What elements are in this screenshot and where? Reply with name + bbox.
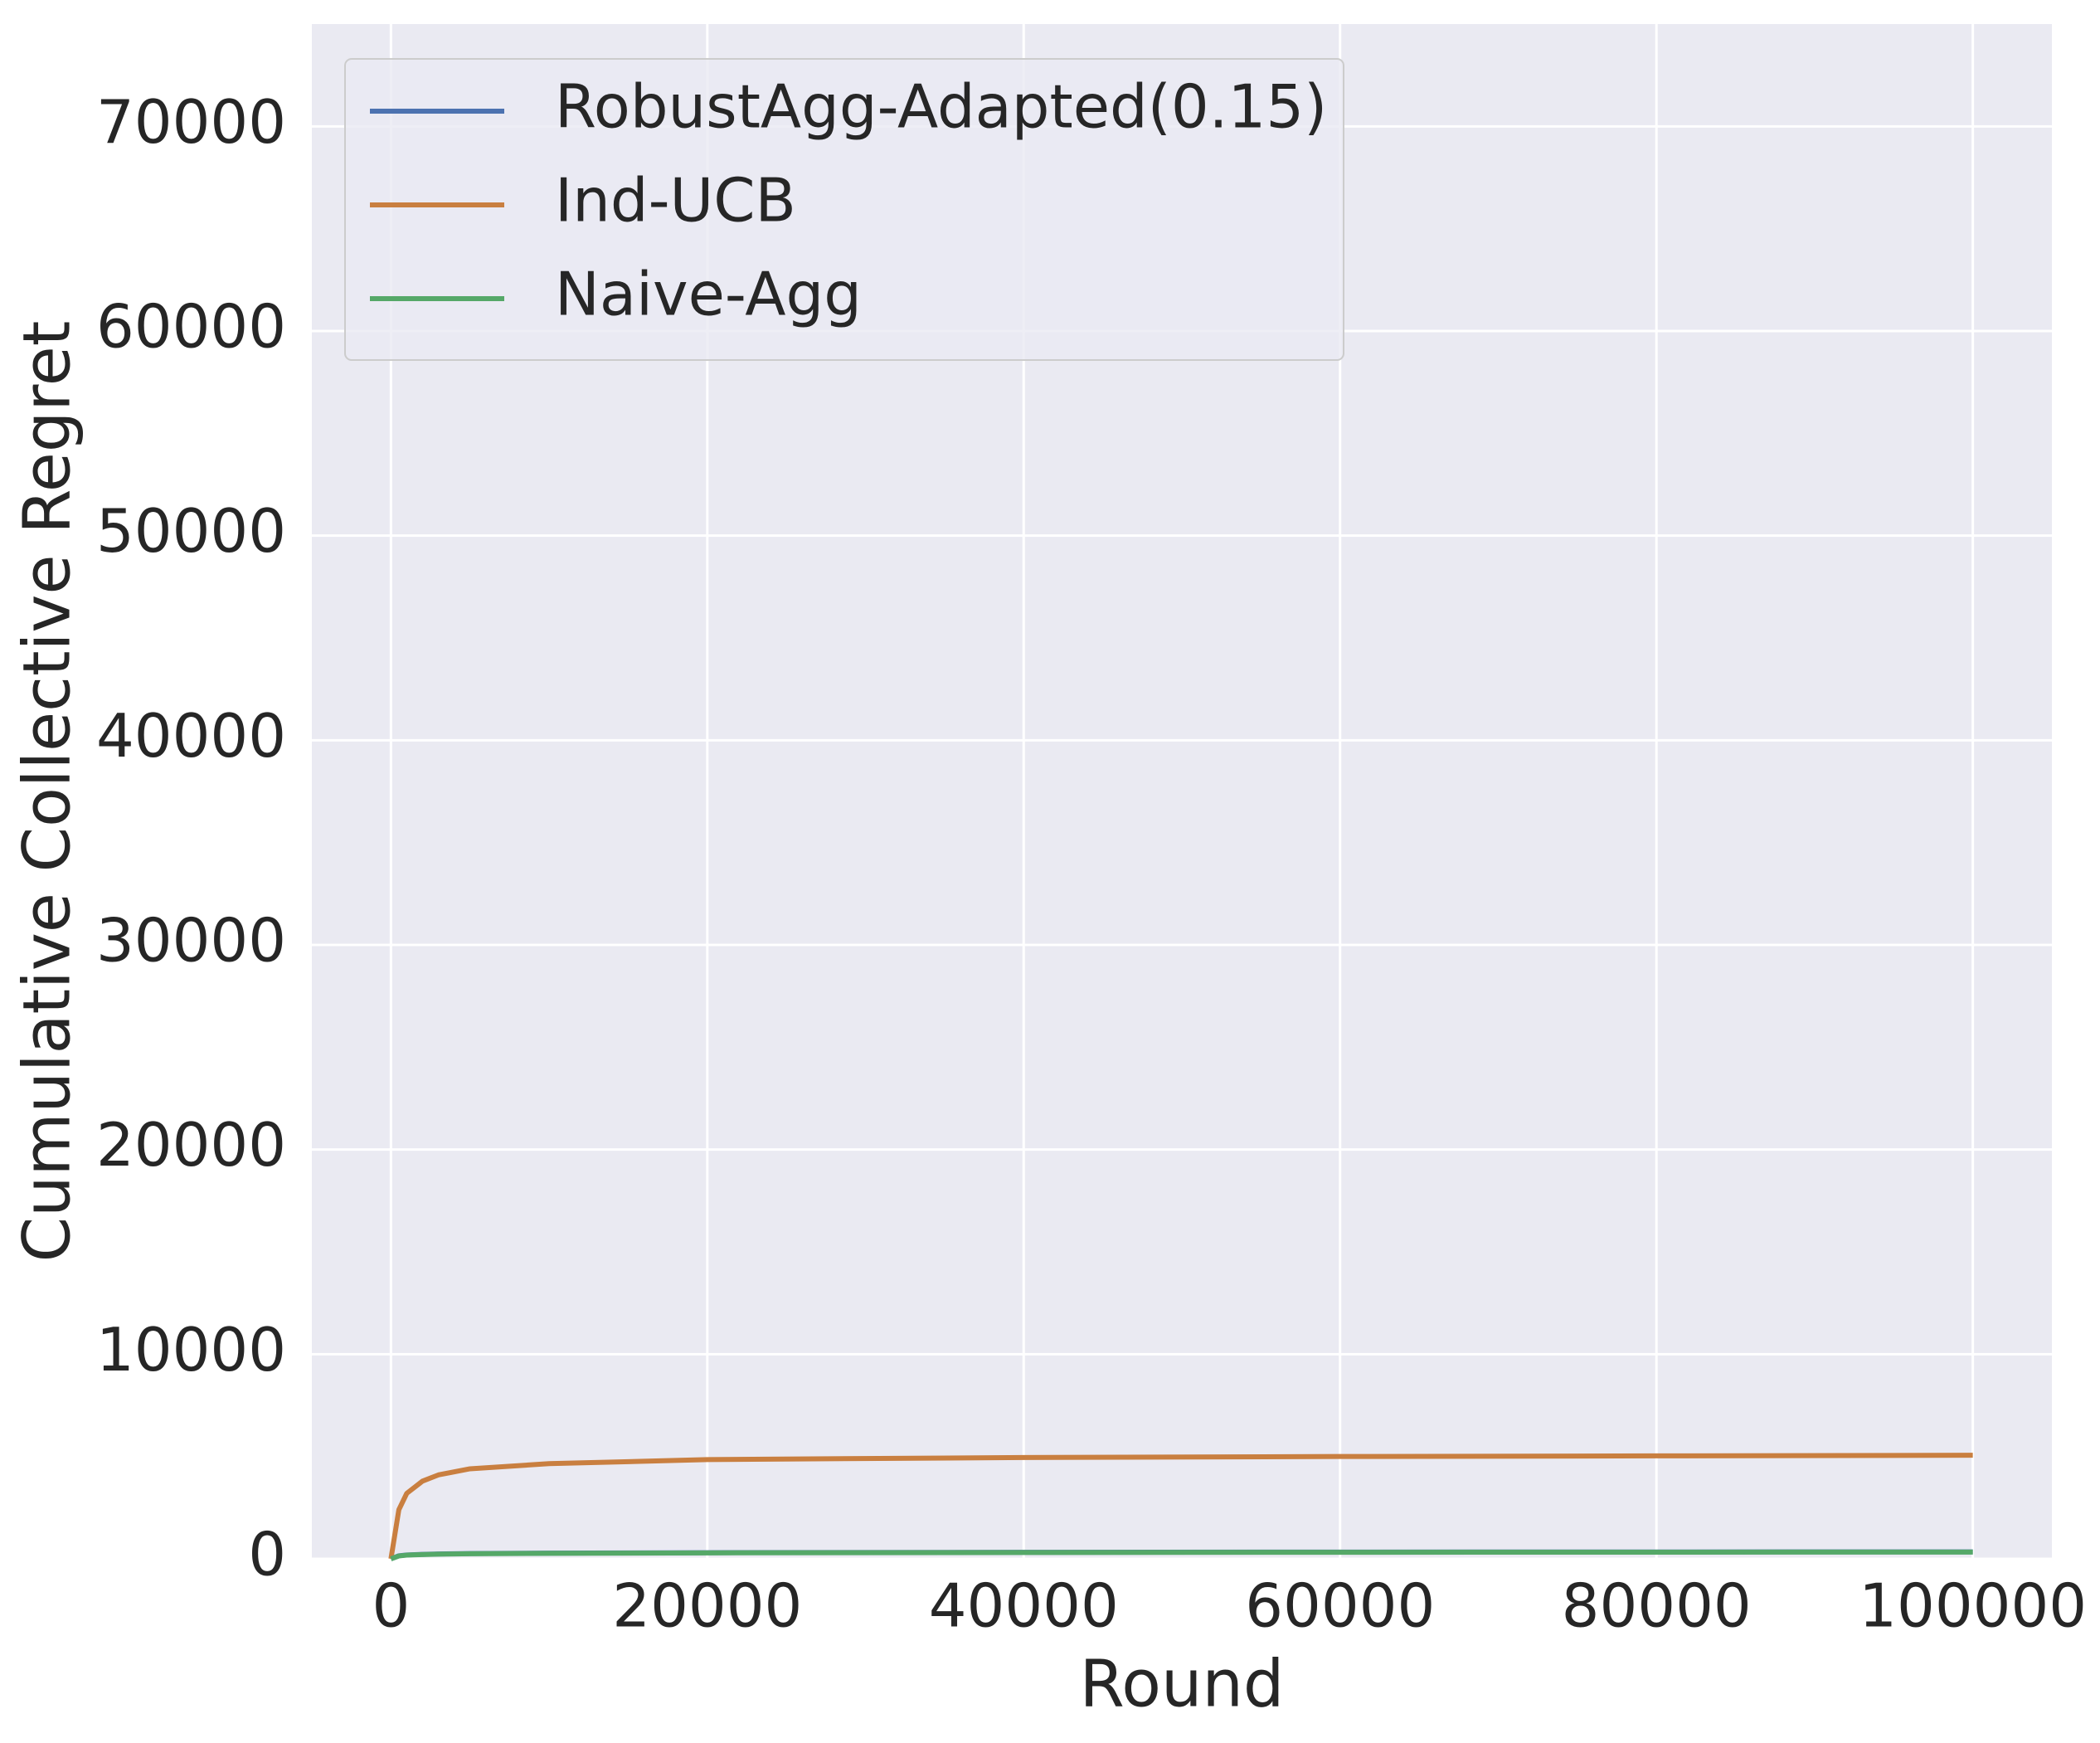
y-tick-label: 60000 xyxy=(96,292,286,362)
x-tick-label: 60000 xyxy=(1245,1571,1435,1641)
series-line xyxy=(390,1549,1973,1561)
y-tick-label: 0 xyxy=(248,1520,286,1590)
legend-box xyxy=(344,58,1344,361)
y-axis-label: Cumulative Collective Regret xyxy=(10,321,85,1263)
x-tick-label: 40000 xyxy=(929,1571,1119,1641)
legend-label: Ind-UCB xyxy=(555,166,796,236)
y-tick-label: 30000 xyxy=(96,906,286,976)
legend-label: RobustAgg-Adapted(0.15) xyxy=(555,72,1327,142)
series-line xyxy=(388,1453,1973,1560)
x-tick-label: 20000 xyxy=(612,1571,802,1641)
x-tick-label: 80000 xyxy=(1562,1571,1752,1641)
lines xyxy=(388,1453,1973,1561)
y-tick-label: 70000 xyxy=(96,87,286,157)
x-tick-label: 0 xyxy=(372,1571,410,1641)
legend-label: Naive-Agg xyxy=(555,260,862,329)
x-tick-label: 100000 xyxy=(1859,1571,2087,1641)
y-tick-label: 10000 xyxy=(96,1315,286,1385)
y-tick-label: 40000 xyxy=(96,701,286,771)
legend: RobustAgg-Adapted(0.15) Ind-UCB Naive-Agg xyxy=(344,58,1344,361)
x-axis-label: Round xyxy=(1080,1647,1285,1721)
y-tick-label: 20000 xyxy=(96,1110,286,1180)
y-tick-label: 50000 xyxy=(96,496,286,566)
